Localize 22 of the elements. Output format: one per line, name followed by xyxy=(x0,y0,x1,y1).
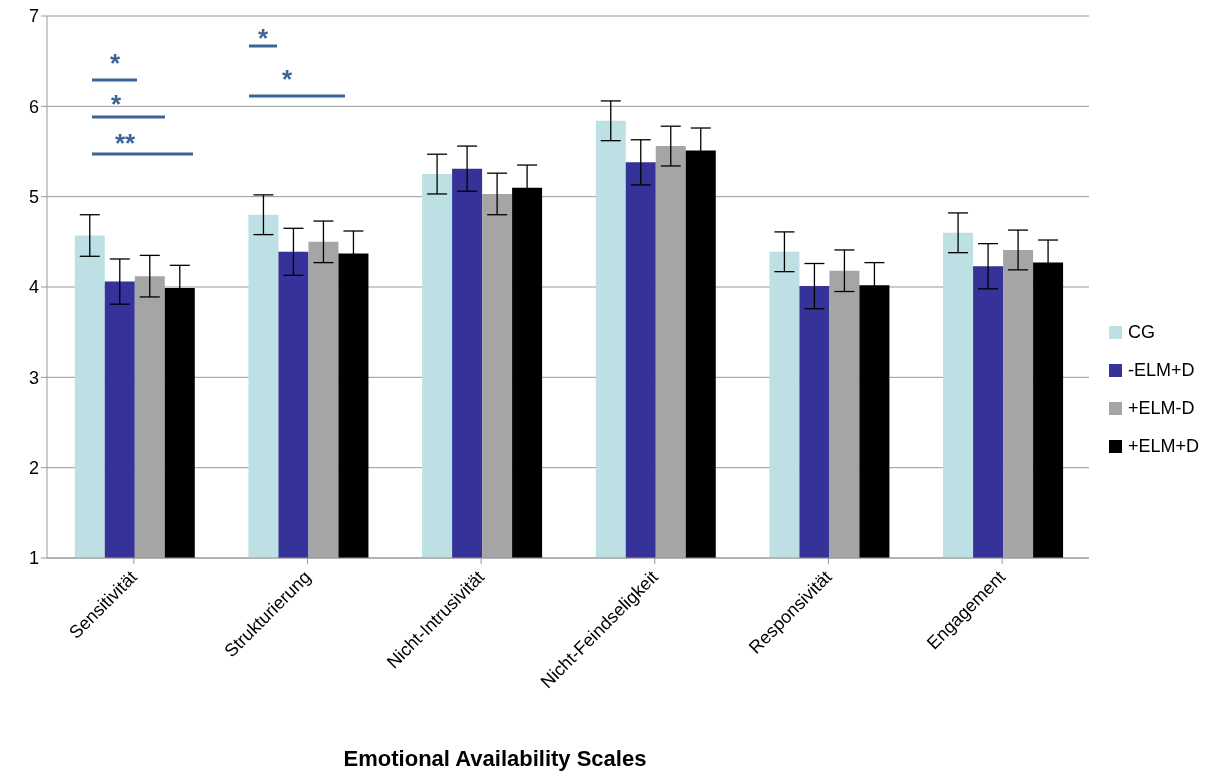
y-tick-label: 1 xyxy=(28,548,39,569)
legend-label: +ELM-D xyxy=(1127,397,1195,420)
legend-label: +ELM+D xyxy=(1127,435,1199,458)
legend-label: -ELM+D xyxy=(1127,359,1195,382)
y-tick-label: 5 xyxy=(28,187,39,208)
significance-bracket: * xyxy=(249,23,277,53)
annotation: * xyxy=(109,48,121,78)
y-tick-label: 6 xyxy=(28,96,39,117)
significance-bracket: * xyxy=(92,89,165,119)
significance-bracket: ** xyxy=(92,128,193,158)
annotation: * xyxy=(110,89,122,119)
y-tick-label: 2 xyxy=(28,458,39,479)
y-tick-label: 7 xyxy=(28,6,39,27)
legend-label: CG xyxy=(1127,321,1155,344)
significance-bracket: * xyxy=(92,48,137,82)
annotation: * xyxy=(281,64,293,94)
x-axis-title: Emotional Availability Scales xyxy=(342,746,648,772)
annotation: * xyxy=(257,23,269,53)
y-tick-label: 4 xyxy=(28,277,39,298)
y-tick-label: 3 xyxy=(28,367,39,388)
significance-bracket: * xyxy=(249,64,345,98)
annotation: ** xyxy=(114,128,136,158)
